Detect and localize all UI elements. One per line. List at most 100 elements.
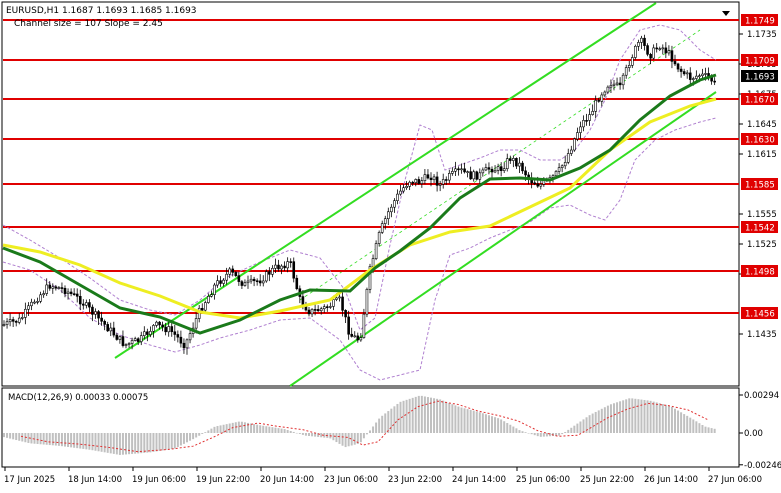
macd-histogram-bar — [118, 433, 121, 455]
level-price-label: 1.1498 — [745, 268, 775, 278]
candle-body — [356, 335, 360, 341]
macd-histogram-bar — [536, 433, 539, 437]
candle-body — [66, 291, 70, 294]
candle-body — [161, 324, 164, 328]
macd-histogram-bar — [369, 430, 371, 433]
channel-midline — [299, 29, 701, 301]
macd-histogram-bar — [243, 422, 246, 433]
macd-histogram-bar — [204, 432, 207, 433]
candle-body — [618, 82, 622, 86]
candle-body — [136, 338, 140, 342]
candle-body — [158, 321, 161, 326]
macd-histogram-bar — [558, 433, 561, 436]
candle-body — [426, 174, 430, 179]
candle-body — [466, 171, 469, 173]
macd-histogram-bar — [262, 425, 265, 433]
macd-tick-label: -0.00246 — [744, 461, 781, 471]
candle-body — [240, 281, 244, 286]
chart-shift-marker-icon[interactable] — [722, 11, 730, 16]
macd-histogram-bar — [646, 400, 649, 433]
candle-body — [588, 114, 591, 121]
candle-body — [204, 302, 207, 311]
candle-body — [435, 176, 439, 186]
macd-histogram-bar — [591, 413, 594, 433]
candle-body — [679, 68, 683, 72]
macd-histogram-bar — [378, 418, 381, 433]
candle-body — [316, 309, 320, 312]
macd-histogram-bar — [384, 413, 387, 433]
macd-histogram-bar — [588, 415, 591, 433]
macd-histogram-bar — [637, 399, 640, 433]
candle-body — [634, 45, 637, 58]
candle-body — [594, 100, 598, 112]
candle-body — [54, 286, 58, 289]
candle-body — [188, 333, 192, 341]
candle-body — [603, 91, 607, 96]
candle-body — [374, 243, 378, 259]
candle-body — [222, 279, 225, 284]
macd-histogram-bar — [85, 433, 88, 450]
candle-body — [341, 296, 344, 311]
macd-histogram-bar — [481, 413, 484, 433]
candle-body — [429, 177, 433, 181]
macd-histogram-bar — [585, 417, 588, 433]
macd-histogram-bar — [164, 433, 167, 450]
candle-body — [213, 284, 216, 295]
candle-body — [585, 120, 588, 122]
macd-histogram-bar — [597, 410, 600, 433]
macd-histogram-bar — [335, 433, 338, 443]
candle-body — [39, 294, 42, 302]
candle-body — [621, 74, 625, 86]
candle-body — [447, 173, 451, 181]
macd-histogram-bar — [173, 433, 176, 449]
candle-body — [14, 321, 18, 323]
candle-body — [691, 78, 695, 80]
macd-histogram-bar — [695, 421, 698, 433]
candle-body — [5, 321, 9, 325]
macd-histogram-bar — [402, 400, 405, 433]
candle-body — [17, 317, 21, 323]
macd-histogram-bar — [439, 399, 442, 433]
candle-body — [508, 158, 512, 161]
candle-body — [386, 211, 390, 220]
candle-body — [569, 149, 573, 154]
macd-histogram-bar — [256, 424, 259, 433]
candle-body — [597, 100, 601, 102]
macd-histogram-bar — [710, 428, 713, 433]
macd-indicator: 0.00294 0.00 -0.00246 — [3, 391, 781, 471]
macd-histogram-bar — [3, 433, 5, 438]
candle-body — [121, 336, 125, 346]
macd-histogram-bar — [420, 395, 423, 433]
level-price-tag — [741, 307, 778, 319]
candle-body — [2, 324, 6, 326]
candle-body — [167, 326, 170, 333]
candle-body — [164, 326, 167, 333]
macd-histogram-bar — [301, 433, 304, 435]
level-price-label: 1.1749 — [745, 17, 775, 27]
macd-histogram-bar — [182, 433, 185, 444]
price-tick-label: 1.1555 — [747, 210, 777, 220]
macd-histogram-bar — [344, 433, 347, 448]
price-axis: 1.17351.17051.16751.16451.16151.15551.15… — [739, 14, 778, 340]
candle-body — [695, 75, 698, 79]
candle-body — [371, 258, 375, 267]
macd-histogram-bar — [582, 419, 585, 433]
envelope-upper — [2, 24, 717, 331]
candle-body — [338, 296, 341, 299]
macd-histogram-bar — [286, 429, 289, 433]
candle-body — [383, 218, 387, 224]
candle-body — [228, 268, 231, 275]
macd-histogram-bar — [362, 433, 365, 439]
macd-histogram-bar — [6, 433, 9, 438]
candle-body — [225, 273, 228, 281]
macd-histogram-bar — [112, 433, 115, 454]
candle-body — [539, 184, 543, 187]
candle-body — [704, 73, 707, 75]
candle-body — [408, 181, 411, 187]
macd-histogram-bar — [506, 422, 509, 433]
candle-body — [591, 111, 594, 115]
macd-histogram-bar — [539, 433, 542, 437]
macd-histogram-bar — [512, 426, 515, 433]
